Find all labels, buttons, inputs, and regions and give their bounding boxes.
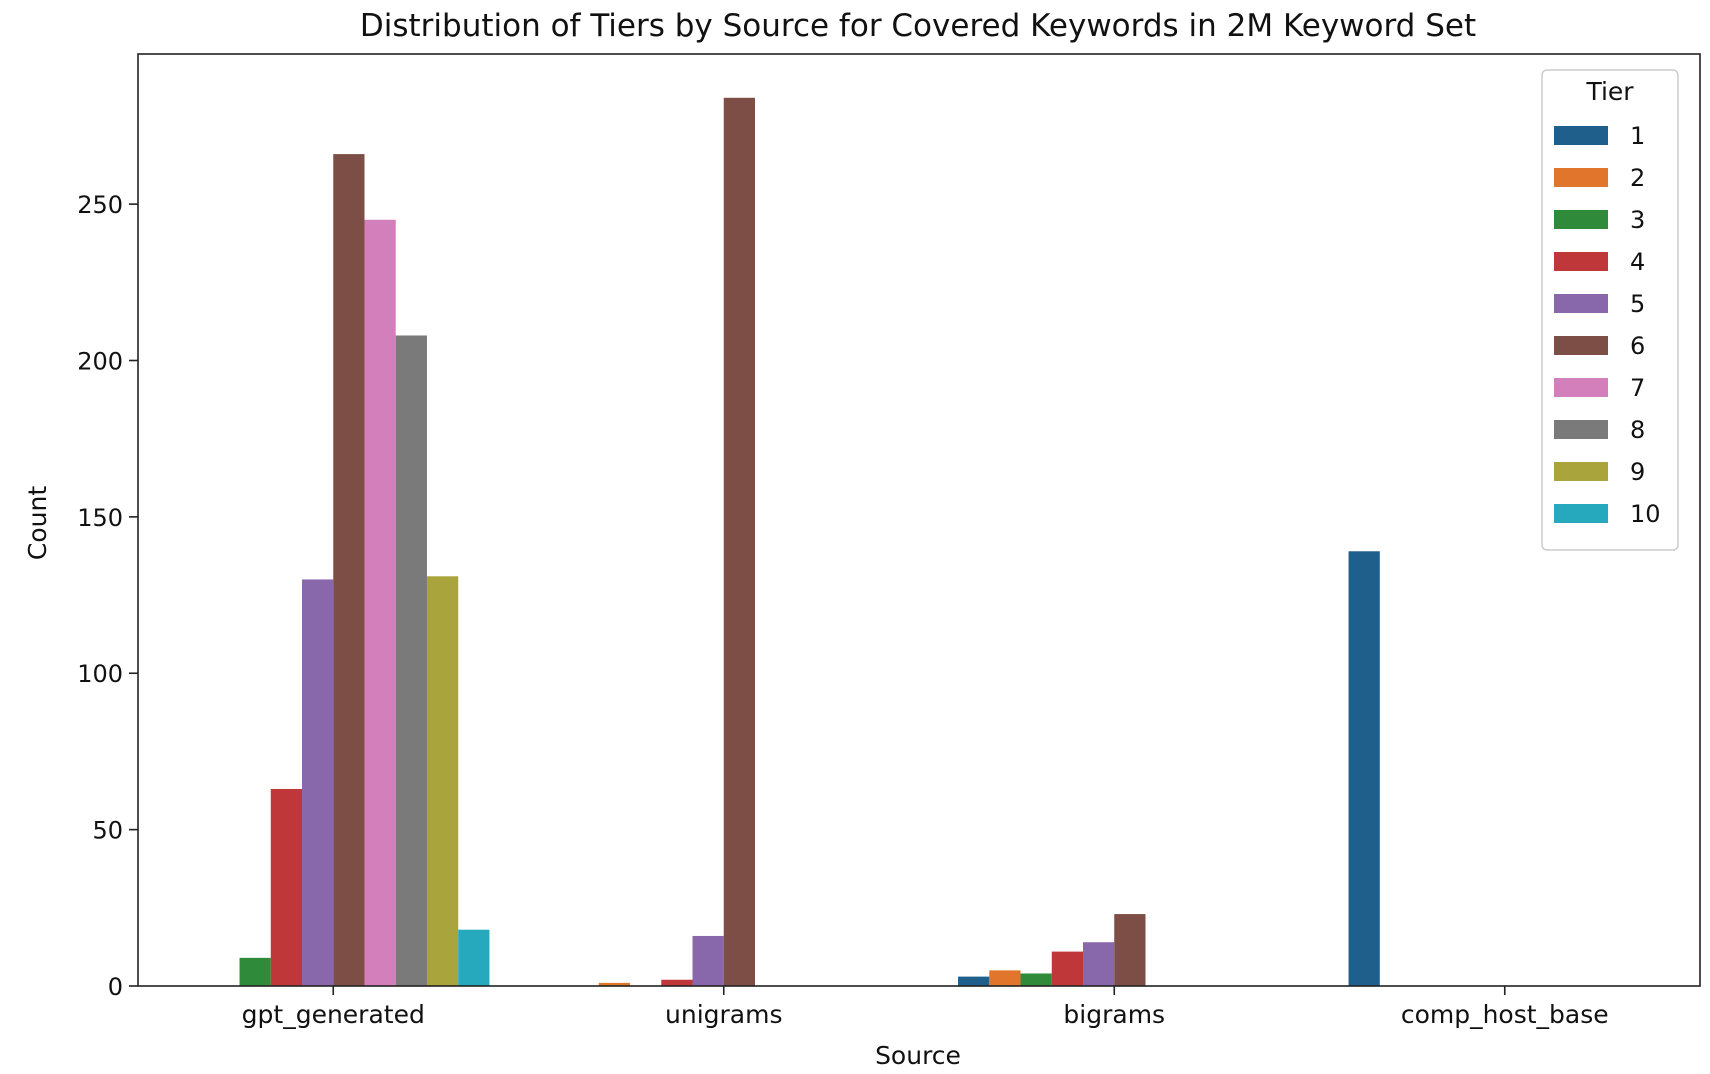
y-tick-label-5: 250 xyxy=(77,191,123,219)
legend-swatch-2 xyxy=(1554,168,1608,187)
y-tick-label-0: 0 xyxy=(108,973,123,1001)
y-axis-label: Count xyxy=(23,486,52,560)
bar-gpt_generated-tier-7 xyxy=(364,219,396,986)
y-tick-label-1: 50 xyxy=(92,817,123,845)
bar-bigrams-tier-4 xyxy=(1051,951,1084,986)
bars-group xyxy=(239,97,1380,987)
bar-unigrams-tier-2 xyxy=(598,982,631,986)
bar-unigrams-tier-6 xyxy=(723,97,755,987)
bar-bigrams-tier-2 xyxy=(989,970,1021,986)
legend-label-10: 10 xyxy=(1630,500,1661,528)
bar-bigrams-tier-5 xyxy=(1083,942,1115,986)
plot-frame xyxy=(137,53,1701,987)
legend-label-8: 8 xyxy=(1630,416,1645,444)
x-axis: gpt_generated unigrams bigrams comp_host_ba… xyxy=(242,986,1609,1029)
bar-bigrams-tier-3 xyxy=(1020,973,1052,986)
legend-swatch-9 xyxy=(1554,462,1608,481)
y-tick-label-3: 150 xyxy=(77,504,123,532)
legend-swatch-10 xyxy=(1554,504,1608,523)
legend-label-1: 1 xyxy=(1630,122,1645,150)
legend: Tier 1 2 3 4 5 6 7 8 9 10 xyxy=(1541,69,1679,551)
legend-label-2: 2 xyxy=(1630,164,1645,192)
legend-label-9: 9 xyxy=(1630,458,1645,486)
legend-swatch-5 xyxy=(1554,294,1608,313)
y-axis: 0 50 100 150 200 250 xyxy=(77,191,138,1001)
legend-swatch-8 xyxy=(1554,420,1608,439)
x-tick-label-comp_host_base: comp_host_base xyxy=(1401,1000,1609,1029)
legend-label-7: 7 xyxy=(1630,374,1645,402)
x-tick-label-unigrams: unigrams xyxy=(665,1000,782,1029)
legend-swatch-7 xyxy=(1554,378,1608,397)
legend-label-3: 3 xyxy=(1630,206,1645,234)
x-tick-label-bigrams: bigrams xyxy=(1063,1000,1165,1029)
y-tick-label-4: 200 xyxy=(77,347,123,375)
bar-unigrams-tier-4 xyxy=(661,979,693,986)
bar-gpt_generated-tier-6 xyxy=(333,154,365,986)
bar-comp_host_base-tier-1 xyxy=(1348,551,1380,986)
legend-label-5: 5 xyxy=(1630,290,1645,318)
bar-unigrams-tier-5 xyxy=(692,935,724,986)
legend-swatch-6 xyxy=(1554,336,1608,355)
legend-swatch-4 xyxy=(1554,252,1608,271)
x-axis-label: Source xyxy=(875,1041,961,1070)
legend-label-4: 4 xyxy=(1630,248,1645,276)
bar-gpt_generated-tier-5 xyxy=(302,579,334,986)
x-tick-label-gpt_generated: gpt_generated xyxy=(242,1000,425,1029)
bar-gpt_generated-tier-3 xyxy=(239,957,271,986)
bar-bigrams-tier-1 xyxy=(958,976,990,986)
bar-gpt_generated-tier-8 xyxy=(395,335,427,986)
bar-bigrams-tier-6 xyxy=(1114,914,1146,986)
chart-title: Distribution of Tiers by Source for Cove… xyxy=(360,8,1476,44)
bar-gpt_generated-tier-4 xyxy=(270,788,303,986)
bar-gpt_generated-tier-9 xyxy=(426,576,459,986)
y-tick-label-2: 100 xyxy=(77,660,123,688)
legend-title: Tier xyxy=(1585,77,1634,106)
legend-swatch-1 xyxy=(1554,126,1608,145)
bar-gpt_generated-tier-10 xyxy=(458,929,490,986)
legend-label-6: 6 xyxy=(1630,332,1645,360)
legend-swatch-3 xyxy=(1554,210,1608,229)
